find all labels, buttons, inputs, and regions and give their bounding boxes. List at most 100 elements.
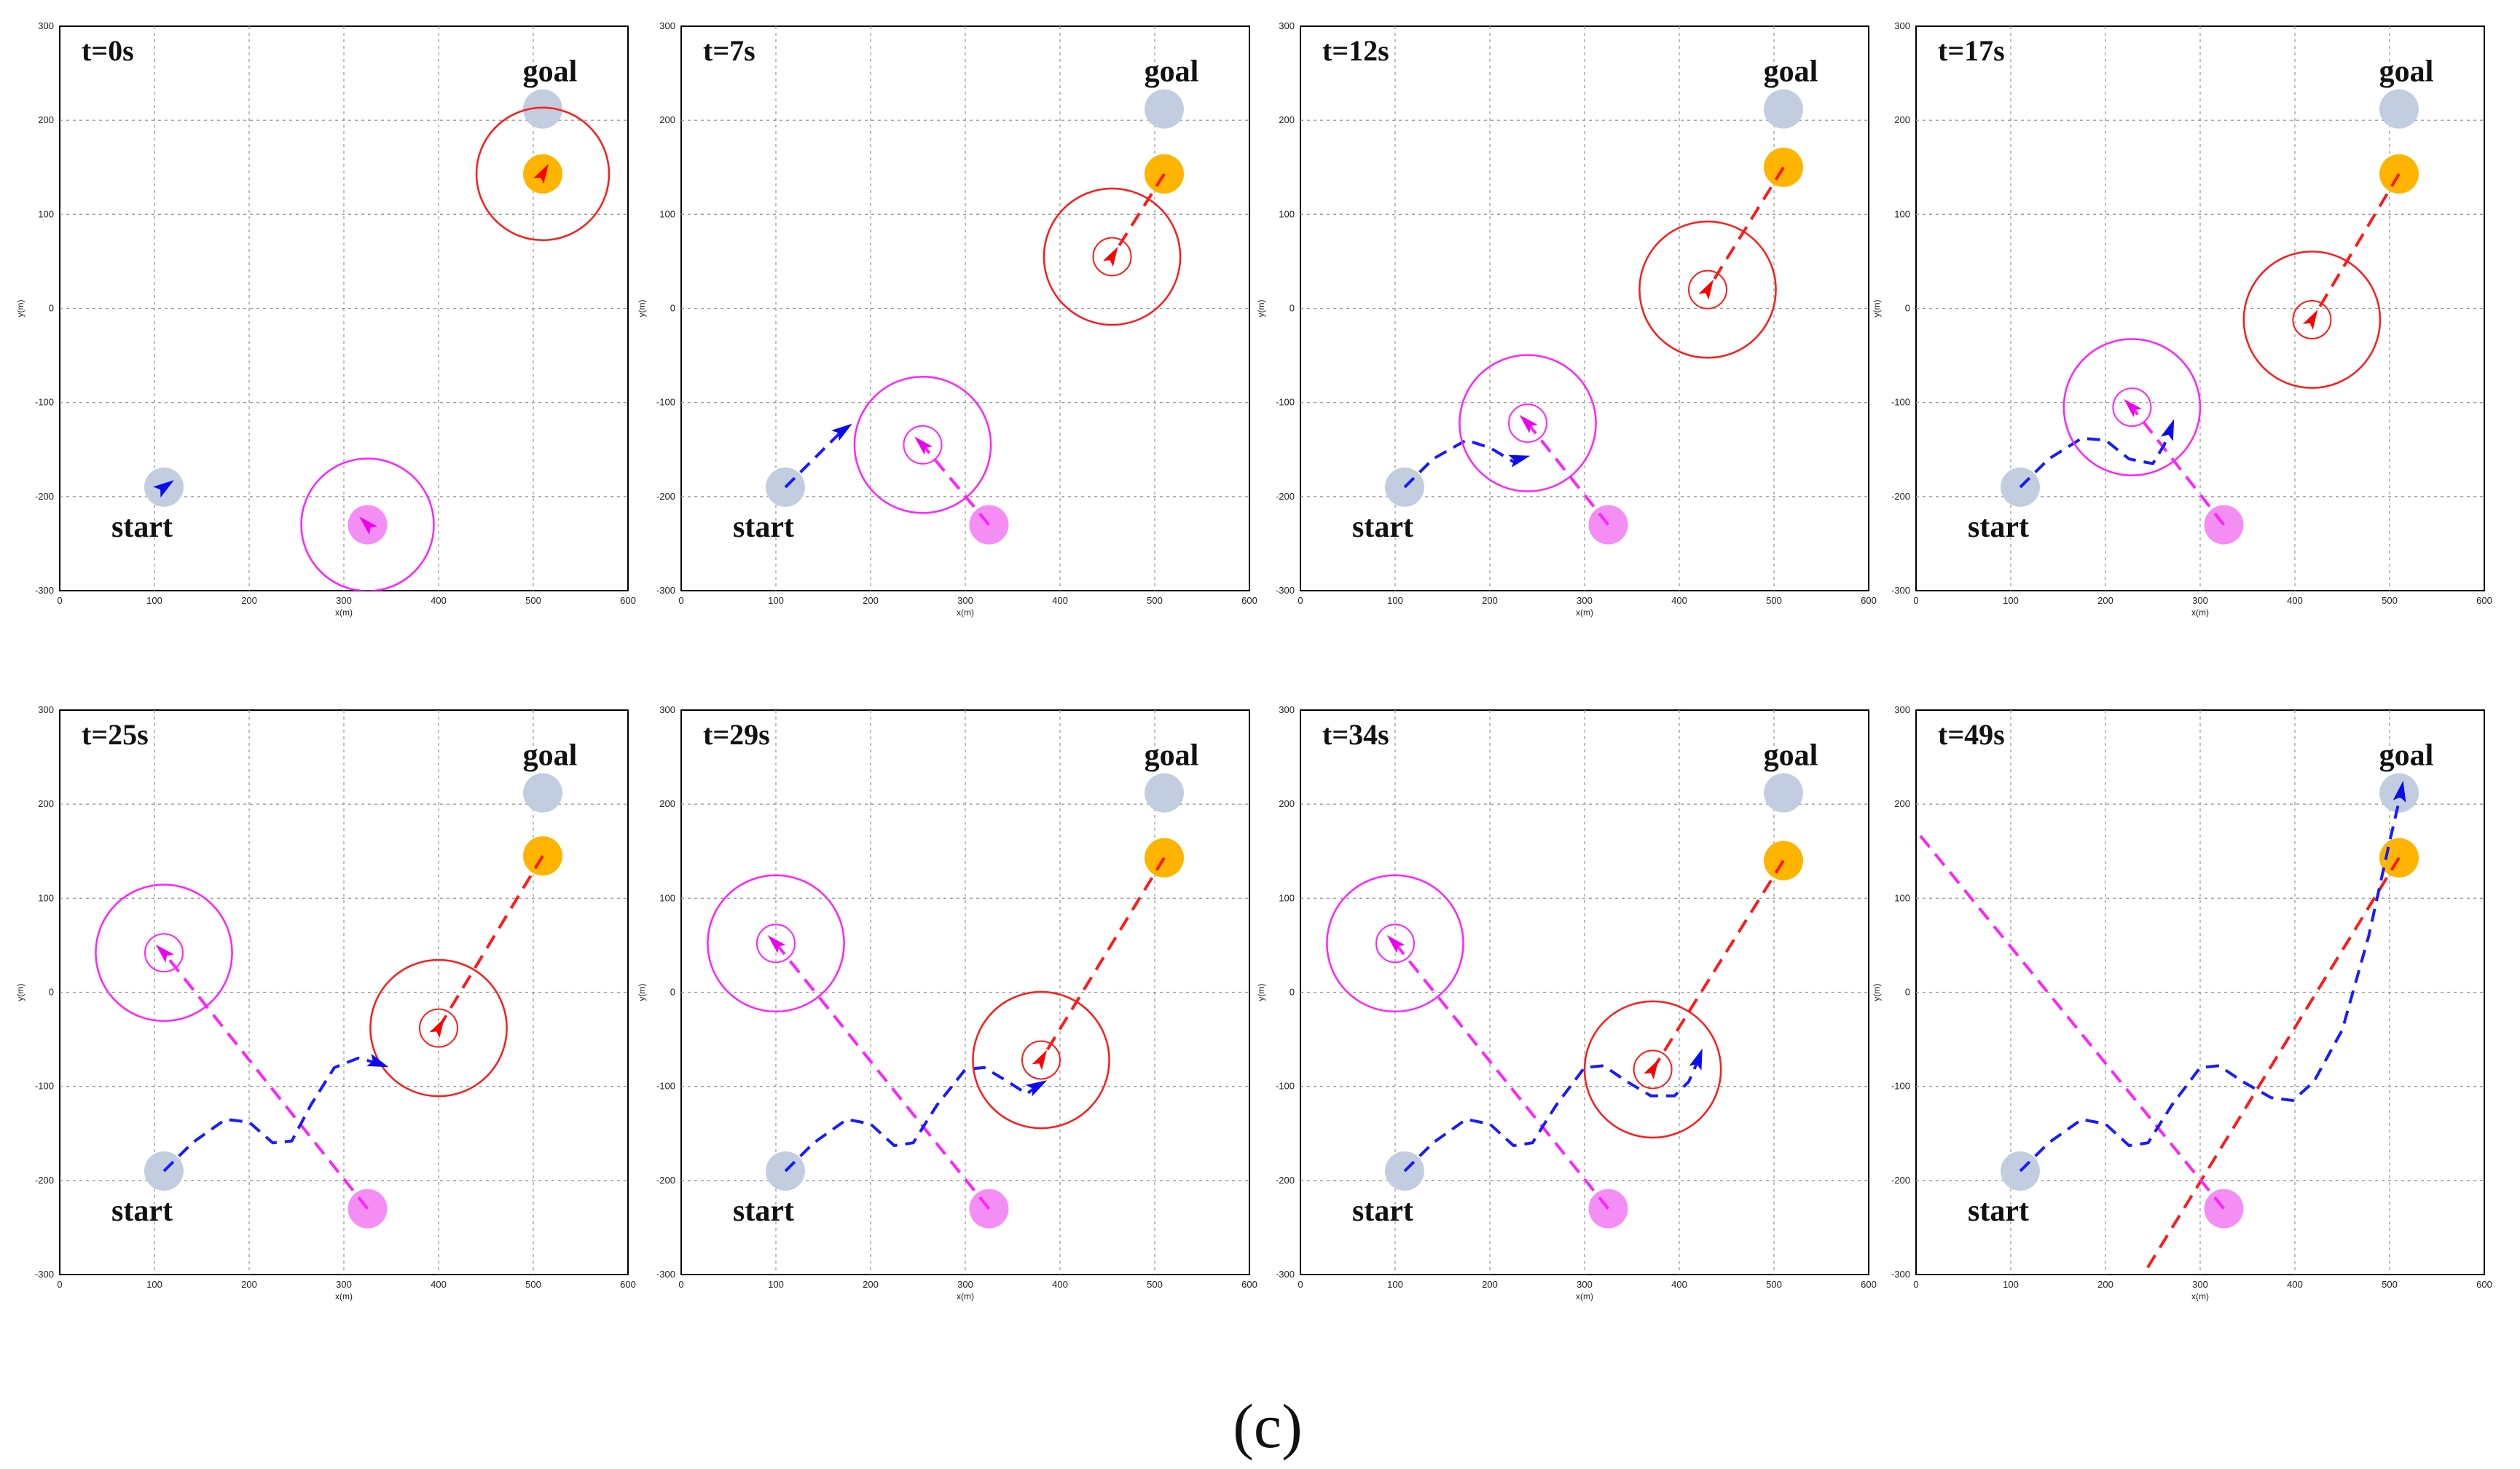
- y-tick-label: 200: [38, 114, 54, 125]
- x-tick-label: 0: [57, 1279, 62, 1290]
- magenta-agent-marker: [359, 516, 378, 535]
- y-tick-label: 0: [1905, 303, 1910, 314]
- y-axis-label: y(m): [1872, 984, 1882, 1001]
- red-agent-path: [1651, 859, 1785, 1071]
- panel-time-label: t=17s: [1938, 34, 2005, 67]
- magenta-agent-inner-ring: [1508, 403, 1547, 444]
- plot-area: [95, 773, 562, 1229]
- x-tick-label: 600: [620, 1279, 636, 1290]
- x-tick-label: 100: [2003, 595, 2019, 606]
- red-agent-inner-ring: [1021, 1040, 1061, 1080]
- start-label: start: [733, 511, 794, 544]
- x-tick-label: 200: [2097, 1279, 2113, 1290]
- x-tick-label: 300: [336, 1279, 352, 1290]
- y-axis-label: y(m): [637, 300, 647, 318]
- magenta-agent-marker: [914, 436, 933, 455]
- goal-marker: [1764, 89, 1803, 129]
- y-tick-label: 0: [670, 303, 675, 314]
- magenta-agent-outer-ring: [1459, 354, 1597, 492]
- panel-t-49s: 0 100 200 300 400 500 600 -300 -200 -100 0 100 200 30…: [1872, 704, 2492, 1301]
- goal-marker: [1145, 773, 1184, 813]
- goal-marker: [2379, 89, 2419, 129]
- red-agent-outer-ring: [972, 991, 1110, 1130]
- panel-t-29s: 0 100 200 300 400 500 600 -300 -200 -100 0 100 200 30…: [637, 704, 1257, 1301]
- red-agent-marker: [1032, 1049, 1047, 1071]
- y-axis-label: y(m): [1256, 300, 1266, 318]
- magenta-agent-outer-ring: [2062, 338, 2202, 476]
- x-tick-label: 300: [957, 1279, 973, 1290]
- y-tick-label: -300: [656, 1269, 675, 1280]
- start-marker: [766, 467, 805, 507]
- y-tick-label: 200: [1894, 114, 1910, 125]
- uav-path: [784, 429, 844, 489]
- x-tick-label: 600: [1241, 1279, 1257, 1290]
- x-tick-label: 600: [1861, 1279, 1877, 1290]
- y-tick-label: 200: [1279, 798, 1295, 809]
- y-tick-label: -200: [35, 491, 54, 502]
- magenta-agent-path: [1916, 830, 2226, 1210]
- red-agent-path: [2142, 856, 2401, 1275]
- y-tick-label: -300: [1891, 585, 1910, 596]
- red-agent-marker: [1644, 1059, 1659, 1080]
- x-tick-label: 200: [863, 1279, 879, 1290]
- y-tick-label: 200: [659, 798, 675, 809]
- uav-marker: [2160, 419, 2175, 441]
- red-agent-outer-ring: [475, 106, 611, 242]
- y-tick-label: 100: [1279, 892, 1295, 903]
- magenta-agent-outer-ring: [853, 375, 992, 514]
- x-tick-label: 500: [1147, 595, 1163, 606]
- goal-marker: [523, 773, 562, 813]
- magenta-agent-marker: [2124, 398, 2142, 417]
- y-tick-label: 300: [38, 20, 54, 31]
- red-agent-outer-ring: [2242, 251, 2382, 389]
- y-tick-label: 100: [1894, 892, 1910, 903]
- magenta-agent-marker: [1386, 935, 1405, 953]
- y-tick-label: -300: [1276, 585, 1295, 596]
- magenta-agent-path: [921, 444, 991, 526]
- panel-time-label: t=29s: [703, 718, 770, 751]
- x-tick-label: 400: [1052, 1279, 1068, 1290]
- x-tick-label: 200: [1482, 1279, 1498, 1290]
- y-tick-label: -100: [1891, 1081, 1910, 1092]
- panel-time-label: t=25s: [82, 718, 149, 751]
- red-agent-outer-ring: [1583, 1000, 1722, 1139]
- x-tick-label: 500: [525, 595, 541, 606]
- uav-path: [2019, 792, 2403, 1173]
- x-tick-label: 400: [2287, 1279, 2303, 1290]
- plot-area: [2001, 89, 2419, 545]
- x-tick-label: 500: [2382, 595, 2398, 606]
- plot-area: [707, 773, 1184, 1229]
- x-tick-label: 600: [620, 595, 636, 606]
- x-axis-label: x(m): [2191, 1291, 2209, 1301]
- x-tick-label: 0: [678, 1279, 683, 1290]
- x-axis-label: x(m): [1576, 607, 1593, 618]
- x-tick-label: 0: [57, 595, 62, 606]
- red-agent-outer-ring: [369, 958, 508, 1098]
- x-tick-label: 600: [1861, 595, 1877, 606]
- y-tick-label: 300: [1279, 704, 1295, 715]
- y-tick-label: 0: [1290, 987, 1295, 998]
- x-tick-label: 300: [2192, 1279, 2208, 1290]
- x-tick-label: 600: [1241, 595, 1257, 606]
- x-tick-label: 200: [241, 1279, 257, 1290]
- y-tick-label: 200: [659, 114, 675, 125]
- y-tick-label: 300: [659, 704, 675, 715]
- goal-label: goal: [2379, 739, 2434, 773]
- x-tick-label: 200: [2097, 595, 2113, 606]
- figure-caption: (c): [1233, 1391, 1303, 1461]
- start-marker: [1385, 467, 1424, 507]
- red-agent-path: [437, 855, 544, 1029]
- x-tick-label: 0: [1298, 1279, 1303, 1290]
- y-tick-label: -200: [1276, 491, 1295, 502]
- goal-label: goal: [523, 739, 578, 773]
- red-agent-path: [2310, 173, 2401, 321]
- y-tick-label: -200: [656, 491, 675, 502]
- x-tick-label: 600: [2476, 1279, 2492, 1290]
- y-axis-label: y(m): [637, 984, 647, 1001]
- y-tick-label: 0: [670, 987, 675, 998]
- orange-target-marker: [1764, 840, 1803, 881]
- x-tick-label: 200: [863, 595, 879, 606]
- goal-label: goal: [1145, 739, 1199, 773]
- x-tick-label: 400: [431, 595, 447, 606]
